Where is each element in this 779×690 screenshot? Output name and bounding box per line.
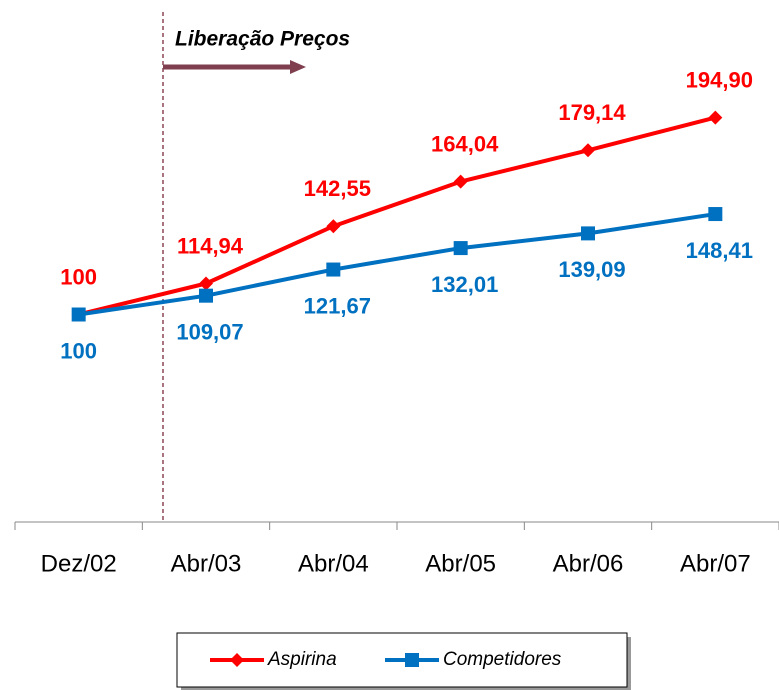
legend-label: Aspirina [267, 649, 337, 670]
legend-marker [405, 653, 419, 667]
marker [199, 288, 213, 303]
value-label: 194,90 [686, 67, 753, 92]
value-label: 100 [60, 264, 97, 289]
value-label: 132,01 [431, 272, 498, 297]
marker [581, 143, 595, 158]
annotation: Liberação Preços [175, 28, 350, 51]
x-tick-label: Dez/02 [41, 550, 117, 577]
marker [453, 174, 468, 189]
marker [326, 262, 341, 277]
x-tick-label: Abr/05 [425, 550, 496, 577]
x-tick-label: Abr/03 [171, 550, 242, 577]
line [78, 212, 716, 317]
marker [708, 207, 723, 222]
marker [453, 241, 468, 256]
marker [326, 219, 341, 234]
value-label: 148,41 [686, 238, 753, 263]
release-arrow-head [290, 60, 306, 74]
value-label: 139,09 [558, 257, 625, 282]
marker [199, 276, 213, 291]
value-label: 109,07 [176, 319, 243, 344]
x-tick-label: Abr/04 [298, 550, 369, 577]
marker [708, 110, 723, 125]
x-tick-label: Abr/06 [553, 550, 624, 577]
marker [581, 226, 595, 241]
legend-label: Competidores [443, 649, 562, 670]
line [78, 115, 716, 317]
value-label: 121,67 [304, 293, 371, 318]
value-label: 100 [60, 338, 97, 363]
marker [71, 307, 86, 322]
value-label: 142,55 [304, 176, 371, 201]
value-label: 114,94 [177, 233, 244, 258]
value-label: 164,04 [431, 131, 499, 156]
legend-marker [230, 653, 244, 667]
value-label: 179,14 [558, 100, 626, 125]
x-tick-label: Abr/07 [680, 550, 751, 577]
